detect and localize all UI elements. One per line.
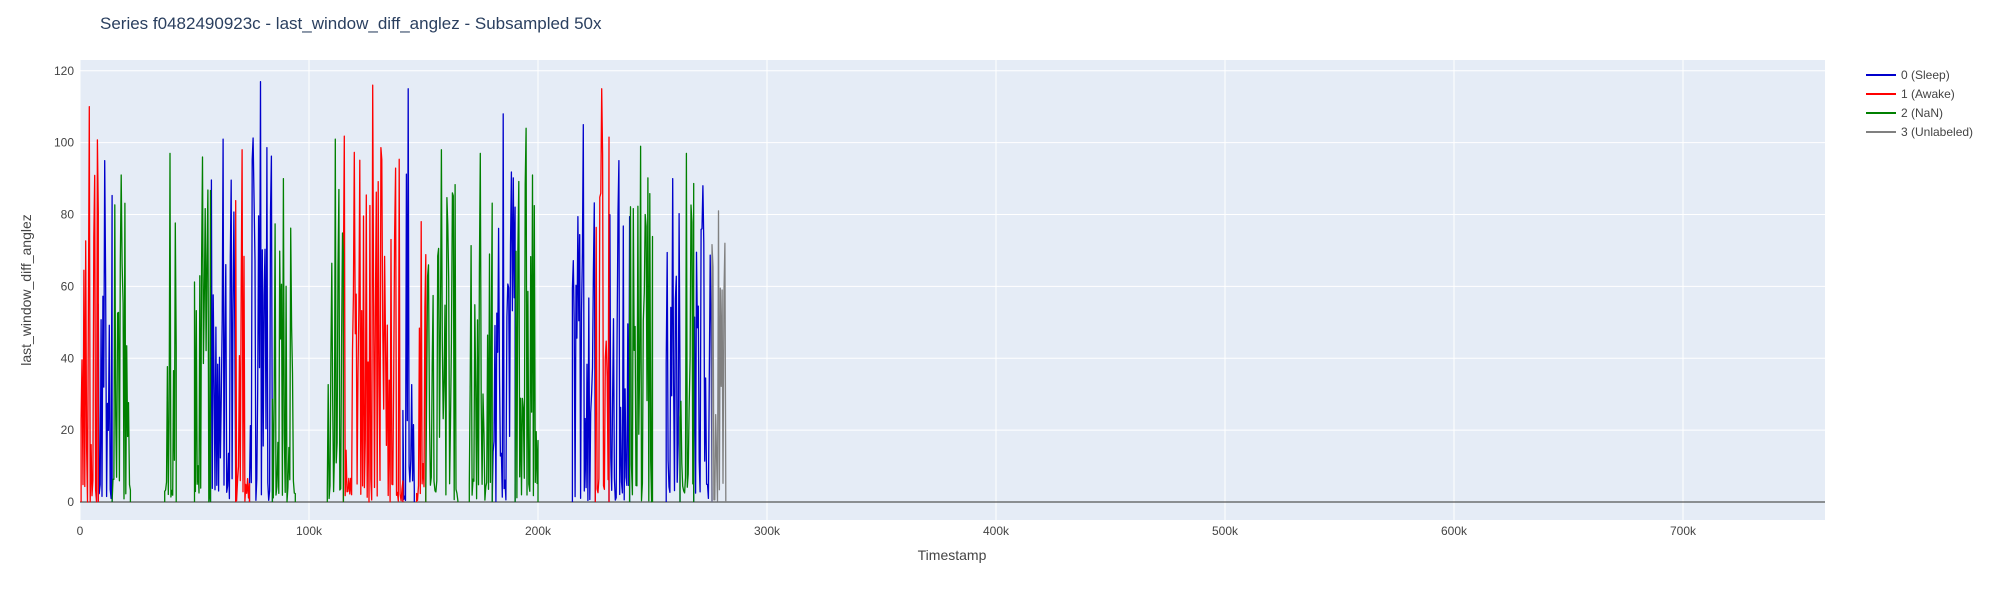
- series-line-segment: [571, 124, 596, 502]
- series-line-segment: [594, 88, 610, 502]
- x-tick-label: 200k: [525, 524, 552, 538]
- series-line-segment: [235, 149, 251, 502]
- series-line-segment: [425, 149, 459, 502]
- series-line-segment: [665, 177, 681, 502]
- series-line-segment: [164, 152, 177, 502]
- series-line-segment: [679, 152, 695, 502]
- series-line-segment: [693, 185, 713, 502]
- series-3-unlabeled: [711, 210, 727, 502]
- axis-ticks: 0 100k 200k 300k 400k 500k 600k 700k 0 20 40 60 80 10…: [54, 64, 1697, 538]
- series-2-nan: [111, 127, 695, 503]
- y-tick-label: 20: [61, 423, 75, 437]
- x-axis-title: Timestamp: [918, 547, 987, 563]
- series-0-sleep: [97, 80, 713, 503]
- series-line-segment: [248, 80, 274, 502]
- legend-label: 3 (Unlabeled): [1901, 125, 1973, 139]
- y-tick-label: 0: [67, 495, 74, 509]
- series-line-segment: [608, 159, 631, 502]
- chart-title: Series f0482490923c - last_window_diff_a…: [100, 14, 602, 33]
- series-line-segment: [80, 106, 99, 503]
- series-line-segment: [468, 152, 493, 502]
- series-line-segment: [514, 127, 539, 502]
- series-line-segment: [342, 84, 404, 503]
- series-line-segment: [415, 221, 427, 502]
- y-tick-label: 100: [54, 136, 74, 150]
- x-tick-label: 600k: [1441, 524, 1468, 538]
- legend-label: 1 (Awake): [1901, 87, 1955, 101]
- y-tick-label: 60: [61, 279, 75, 293]
- series-line-segment: [402, 88, 415, 502]
- series-line-segment: [97, 159, 113, 502]
- legend-label: 2 (NaN): [1901, 106, 1943, 120]
- series-line-segment: [628, 145, 654, 503]
- series-line-segment: [711, 210, 727, 502]
- legend[interactable]: 0 (Sleep) 1 (Awake) 2 (NaN) 3 (Unlabeled): [1866, 68, 1973, 139]
- series-line-segment: [491, 113, 516, 503]
- y-tick-label: 40: [61, 351, 75, 365]
- legend-label: 0 (Sleep): [1901, 68, 1950, 82]
- x-tick-label: 300k: [754, 524, 781, 538]
- y-axis-title: last_window_diff_anglez: [18, 214, 34, 366]
- series-1-awake: [80, 84, 610, 503]
- series-line-segment: [193, 156, 212, 503]
- x-tick-label: 400k: [983, 524, 1010, 538]
- x-tick-label: 500k: [1212, 524, 1239, 538]
- y-tick-label: 120: [54, 64, 74, 78]
- y-tick-label: 80: [61, 208, 75, 222]
- x-tick-label: 700k: [1670, 524, 1697, 538]
- series-line-segment: [271, 177, 296, 503]
- series-line-segment: [326, 138, 345, 502]
- x-tick-label: 100k: [296, 524, 323, 538]
- series-line-segment: [209, 138, 237, 502]
- series-line-segment: [111, 174, 132, 503]
- x-tick-label: 0: [77, 524, 84, 538]
- data-lines: [80, 80, 1825, 503]
